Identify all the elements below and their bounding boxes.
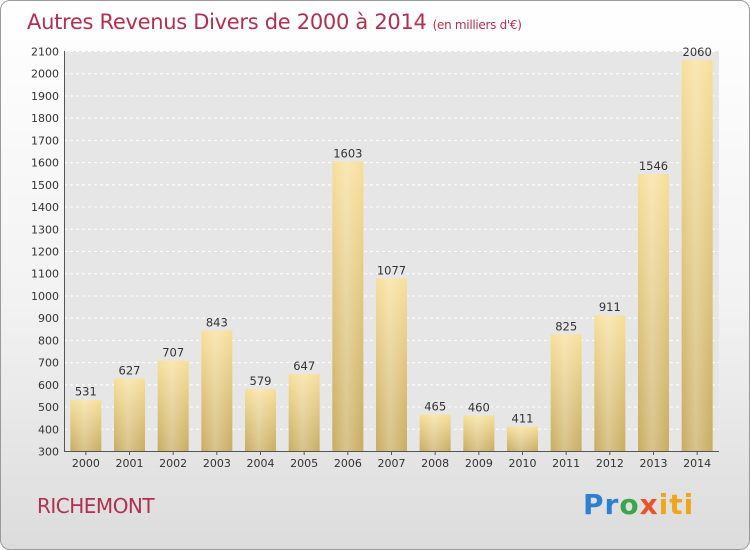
x-tick-label: 2013 (640, 457, 668, 470)
y-tick-label: 1200 (31, 246, 59, 259)
bar-highlight (463, 415, 495, 451)
chart-title: Autres Revenus Divers de 2000 à 2014 (en … (27, 10, 522, 34)
data-label: 707 (162, 346, 184, 360)
x-tick-label: 2005 (290, 457, 318, 470)
x-tick-label: 2002 (159, 457, 187, 470)
bar-highlight (114, 378, 145, 451)
data-label: 843 (206, 315, 228, 329)
bar-highlight (201, 330, 233, 451)
y-tick-label: 800 (38, 334, 59, 347)
data-label: 911 (599, 300, 621, 314)
bar-highlight (376, 278, 407, 451)
y-tick-label: 1600 (31, 157, 59, 170)
y-tick-label: 400 (38, 423, 59, 436)
data-label: 411 (512, 411, 534, 425)
y-tick-label: 1000 (31, 290, 59, 303)
logo-part-1: Pr (583, 488, 620, 521)
data-label: 647 (293, 359, 315, 373)
bar-highlight (638, 174, 669, 451)
x-tick-label: 2012 (596, 457, 624, 470)
x-tick-label: 2011 (552, 457, 580, 470)
bar-highlight (245, 389, 276, 451)
data-label: 460 (468, 400, 490, 414)
data-label: 1077 (377, 263, 406, 277)
logo-part-2: o (619, 488, 640, 521)
x-tick-label: 2001 (116, 457, 144, 470)
chart-title-text: Autres Revenus Divers de 2000 à 2014 (27, 10, 427, 34)
x-tick-label: 2009 (465, 457, 493, 470)
data-label: 579 (250, 374, 272, 388)
data-label: 825 (555, 319, 577, 333)
logo-part-4: iti (658, 488, 695, 521)
y-tick-label: 2000 (31, 68, 59, 81)
y-tick-label: 1400 (31, 201, 59, 214)
y-tick-label: 1800 (31, 112, 59, 125)
y-tick-label: 500 (38, 401, 59, 414)
y-tick-label: 600 (38, 379, 59, 392)
y-tick-label: 1700 (31, 134, 59, 147)
data-label: 531 (75, 385, 97, 399)
bar-highlight (550, 334, 582, 451)
x-tick-label: 2007 (378, 457, 406, 470)
x-tick-label: 2004 (247, 457, 275, 470)
x-tick-label: 2000 (72, 457, 100, 470)
y-tick-label: 300 (38, 446, 59, 459)
bar-highlight (681, 59, 713, 452)
y-tick-label: 2100 (31, 46, 59, 59)
bar-highlight (288, 373, 320, 451)
bar-highlight (157, 360, 189, 451)
y-tick-label: 1500 (31, 179, 59, 192)
data-label: 465 (424, 399, 446, 413)
data-label: 1603 (333, 146, 362, 160)
x-tick-label: 2006 (334, 457, 362, 470)
x-tick-label: 2014 (683, 457, 711, 470)
y-tick-label: 700 (38, 357, 59, 370)
x-tick-label: 2010 (509, 457, 537, 470)
y-tick-label: 1900 (31, 90, 59, 103)
logo-part-3: x (639, 488, 659, 521)
bar-highlight (332, 161, 364, 451)
y-tick-label: 1100 (31, 268, 59, 281)
x-tick-label: 2008 (421, 457, 449, 470)
bar-highlight (507, 426, 538, 451)
data-label: 1546 (639, 159, 668, 173)
proxiti-logo: Proxiti (583, 488, 694, 521)
y-tick-label: 900 (38, 312, 59, 325)
bar-highlight (419, 414, 451, 451)
place-name: RICHEMONT (37, 494, 155, 518)
x-tick-label: 2003 (203, 457, 231, 470)
data-label: 2060 (683, 45, 712, 59)
y-tick-label: 1300 (31, 223, 59, 236)
data-label: 627 (119, 363, 141, 377)
chart-title-unit: (en milliers d'€) (432, 18, 522, 32)
bar-highlight (70, 399, 102, 451)
bar-highlight (594, 315, 626, 451)
